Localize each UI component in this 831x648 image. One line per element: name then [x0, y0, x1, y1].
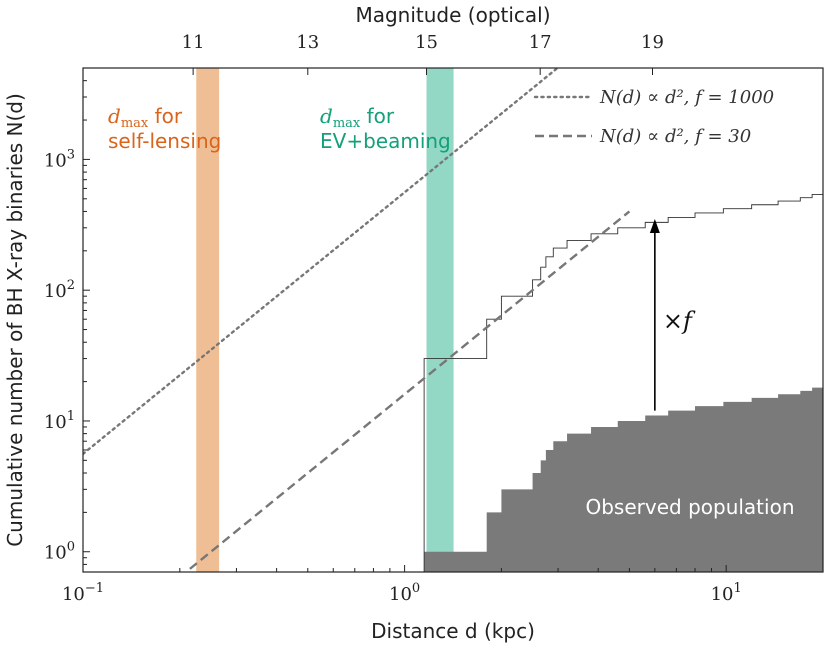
y-tick-label: 102 — [44, 278, 75, 302]
scaled-layer — [423, 193, 823, 572]
arrow-label: ×f — [663, 307, 696, 335]
labels-layer: 10−1 100 101 100 101 102 103 11 13 15 17 19 dmax for… — [44, 32, 795, 605]
power-law-line-f1000 — [83, 68, 560, 456]
x-axis-title: Distance d (kpc) — [371, 619, 535, 643]
observed-population-area — [424, 387, 823, 572]
legend-label-dotted: N(d) ∝ d², f = 1000 — [599, 87, 774, 108]
scaled-population-curve — [423, 193, 823, 572]
band-self-lensing — [196, 68, 220, 572]
top-tick-label: 11 — [182, 32, 205, 53]
plot-area — [83, 68, 823, 572]
y-tick-label: 100 — [44, 540, 75, 564]
arrow-head — [649, 219, 660, 234]
plot-frame — [82, 67, 824, 573]
top-tick-label: 13 — [296, 32, 319, 53]
legend-label-dashed: N(d) ∝ d², f = 30 — [599, 126, 751, 147]
arrow-layer: ×f — [649, 219, 696, 411]
band-label-line1: dmax for — [108, 104, 183, 131]
x-tick-label: 100 — [389, 581, 420, 605]
x-tick-label: 101 — [711, 581, 742, 605]
ticks-layer — [82, 67, 824, 573]
lines-layer — [83, 68, 631, 570]
y-tick-label: 103 — [44, 147, 75, 171]
band-ev-beaming — [426, 68, 454, 572]
power-law-line-f30 — [189, 210, 631, 570]
band-label-line2: self-lensing — [108, 129, 221, 153]
band-label-line2: EV+beaming — [320, 129, 451, 153]
bands-layer — [196, 68, 454, 572]
top-tick-label: 19 — [641, 32, 664, 53]
top-tick-label: 17 — [529, 32, 552, 53]
observed-population-label: Observed population — [585, 495, 794, 519]
band-label-line1: dmax for — [320, 104, 395, 131]
x-tick-label: 10−1 — [62, 581, 104, 605]
y-axis-title: Cumulative number of BH X-ray binaries N… — [3, 93, 27, 547]
observed-layer — [424, 387, 823, 572]
y-tick-label: 101 — [44, 409, 75, 433]
top-axis-title: Magnitude (optical) — [355, 3, 550, 27]
top-tick-label: 15 — [415, 32, 438, 53]
